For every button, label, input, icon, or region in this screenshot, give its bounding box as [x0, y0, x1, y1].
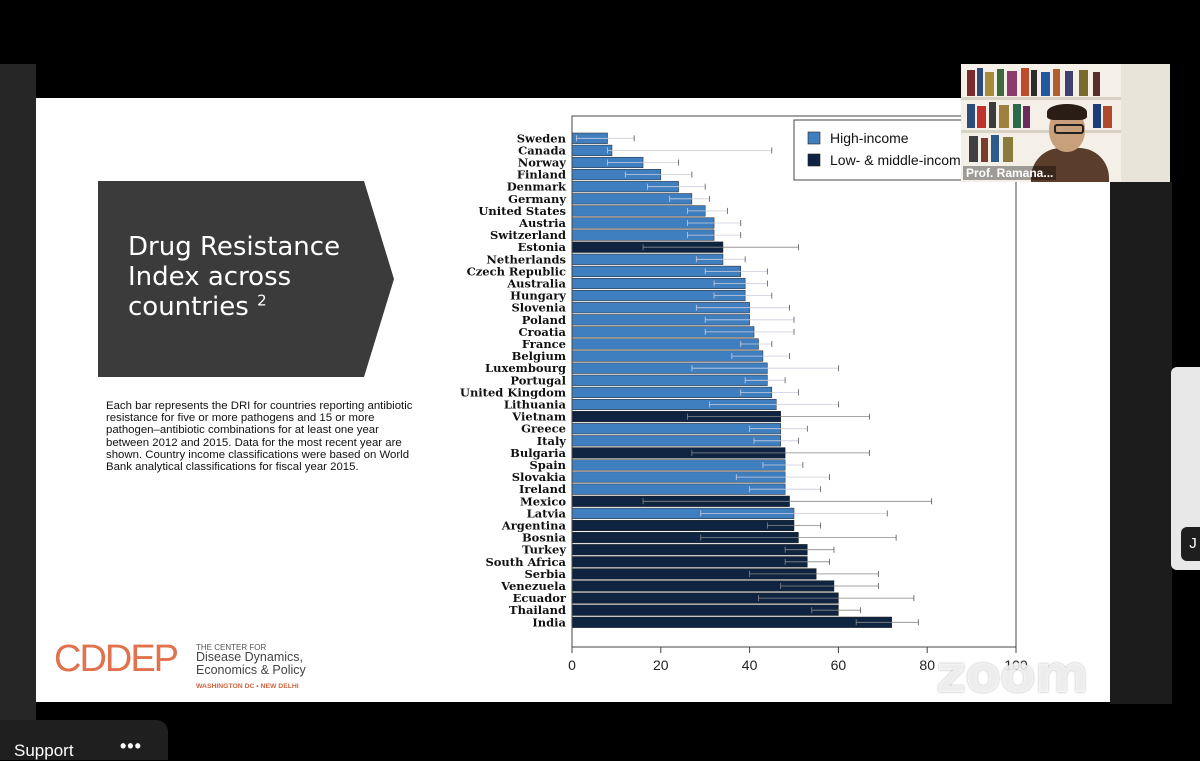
country-label: Serbia [524, 567, 566, 581]
logo-line-1: Disease Dynamics, [196, 650, 303, 664]
bar-india [571, 616, 892, 628]
left-dark-strip [0, 64, 36, 720]
legend-label: Low- & middle-income [830, 152, 969, 168]
bar-portugal [571, 374, 768, 386]
bar-italy [571, 435, 781, 447]
bar-canada [571, 144, 613, 156]
logo-small-line: THE CENTER FOR [196, 643, 267, 652]
right-dark-strip [1110, 182, 1172, 704]
bar-united-states [571, 205, 706, 217]
x-tick-label: 60 [831, 657, 847, 673]
country-label: Spain [529, 458, 566, 472]
country-label: Thailand [509, 603, 566, 617]
bar-south-africa [571, 556, 808, 568]
country-label: Australia [506, 277, 566, 291]
title-superscript: 2 [257, 291, 267, 310]
participant-initial-badge[interactable]: J [1181, 527, 1200, 561]
country-label: Slovenia [511, 301, 566, 315]
country-label: India [532, 615, 566, 629]
country-label: United Kingdom [460, 385, 566, 399]
x-tick-label: 100 [1004, 657, 1028, 673]
country-label: Sweden [517, 131, 567, 145]
bar-turkey [571, 544, 808, 556]
country-label: Switzerland [490, 228, 566, 242]
slide-title: Drug Resistance Index across countries 2 [128, 232, 341, 322]
country-label: Slovakia [512, 470, 567, 484]
dri-bar-chart: SwedenCanadaNorwayFinlandDenmarkGermanyU… [460, 115, 1028, 673]
bar-thailand [571, 604, 839, 616]
legend-label: High-income [830, 130, 909, 146]
plot-frame [571, 115, 1017, 648]
x-tick-label: 20 [653, 657, 669, 673]
logo-subline: WASHINGTON DC • NEW DELHI [196, 683, 299, 690]
x-tick-label: 40 [742, 657, 758, 673]
x-tick-label: 80 [919, 657, 935, 673]
slide-description: Each bar represents the DRI for countrie… [106, 400, 413, 474]
presenter-name-label: Prof. Ramana... [963, 166, 1057, 180]
country-label: Bulgaria [510, 446, 566, 460]
country-label: Ireland [519, 482, 566, 496]
country-label: Canada [518, 143, 566, 157]
country-label: United States [478, 204, 566, 218]
country-label: Croatia [519, 325, 567, 339]
title-box [98, 181, 364, 377]
country-label: Germany [508, 192, 566, 206]
shared-slide: Drug Resistance Index across countries 2… [36, 98, 1110, 702]
country-label: South Africa [485, 555, 566, 569]
bar-france [571, 338, 759, 350]
country-label: Bosnia [522, 531, 567, 545]
bar-spain [571, 459, 786, 471]
country-label: Norway [518, 156, 567, 170]
title-arrow [364, 181, 394, 377]
presenter-video-tile[interactable]: Prof. Ramana... [961, 64, 1170, 182]
legend-swatch [807, 153, 821, 167]
country-label: Finland [517, 168, 566, 182]
country-label: Hungary [510, 289, 566, 303]
presenter-hair [1047, 104, 1087, 120]
country-label: Portugal [510, 373, 566, 387]
country-label: Ecuador [513, 591, 567, 605]
country-label: Vietnam [511, 410, 566, 424]
logo-line-2: Economics & Policy [196, 663, 306, 677]
bookshelf-background [961, 64, 1121, 182]
country-label: Denmark [507, 180, 567, 194]
country-label: Turkey [522, 543, 566, 557]
country-label: Venezuela [500, 579, 566, 593]
support-button[interactable]: Support [14, 741, 74, 760]
country-label: France [522, 337, 566, 351]
country-label: Czech Republic [467, 264, 566, 278]
country-label: Belgium [512, 349, 566, 363]
country-label: Greece [521, 422, 566, 436]
country-label: Argentina [501, 519, 567, 533]
presenter-glasses [1054, 124, 1084, 134]
country-label: Austria [518, 216, 566, 230]
country-label: Netherlands [486, 252, 566, 266]
country-label: Luxembourg [485, 361, 566, 375]
bar-argentina [571, 519, 795, 532]
more-options-icon[interactable]: ••• [120, 736, 142, 756]
zoom-watermark: zoom [936, 645, 1089, 705]
presenter-body [1031, 148, 1109, 182]
support-bar [0, 720, 168, 760]
country-label: Mexico [520, 494, 566, 508]
country-label: Estonia [518, 240, 567, 254]
cddep-logo: CDDEP [54, 638, 179, 680]
country-label: Italy [537, 434, 567, 448]
legend-swatch [807, 131, 821, 145]
country-label: Poland [522, 313, 566, 327]
country-label: Lithuania [504, 398, 567, 412]
x-tick-label: 0 [568, 657, 576, 673]
country-label: Latvia [527, 506, 567, 520]
